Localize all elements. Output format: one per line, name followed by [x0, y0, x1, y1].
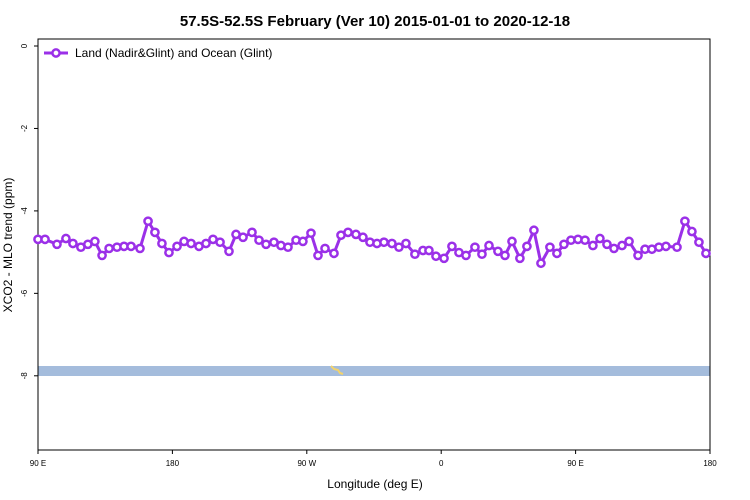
data-point — [164, 247, 174, 258]
data-point — [40, 234, 50, 245]
data-point — [379, 237, 389, 248]
data-point — [559, 239, 569, 250]
data-point — [431, 251, 441, 262]
data-point — [500, 250, 510, 261]
x-tick-label: 180 — [703, 459, 717, 468]
data-point — [680, 216, 690, 227]
data-point — [701, 248, 711, 259]
legend-label: Land (Nadir&Glint) and Ocean (Glint) — [75, 46, 272, 60]
map-strip — [38, 366, 710, 376]
data-point — [672, 242, 682, 253]
y-tick-label: -8 — [20, 372, 29, 380]
y-tick-label: 0 — [20, 43, 29, 48]
data-point — [507, 236, 517, 247]
y-tick-label: -2 — [20, 124, 29, 132]
data-point — [261, 239, 271, 250]
data-point — [68, 238, 78, 249]
plot-frame — [37, 38, 711, 451]
data-point — [306, 228, 316, 239]
data-point — [298, 236, 308, 247]
data-point — [135, 243, 145, 254]
data-point — [61, 233, 71, 244]
legend-marker — [51, 48, 61, 58]
data-point — [447, 241, 457, 252]
data-point — [470, 242, 480, 253]
data-point — [90, 236, 100, 247]
land-speck — [330, 365, 344, 375]
data-point — [602, 239, 612, 250]
x-axis-label: Longitude (deg E) — [327, 477, 422, 491]
data-point — [97, 250, 107, 261]
data-point — [694, 237, 704, 248]
data-point — [201, 238, 211, 249]
data-point — [247, 227, 257, 238]
data-point — [150, 227, 160, 238]
data-point — [401, 238, 411, 249]
x-tick-label: 180 — [166, 459, 180, 468]
data-point — [595, 233, 605, 244]
x-tick-label: 90 E — [567, 459, 583, 468]
data-point — [484, 240, 494, 251]
x-tick-label: 90 E — [30, 459, 46, 468]
data-point — [633, 250, 643, 261]
data-point — [536, 258, 546, 269]
data-point — [515, 253, 525, 264]
data-point — [283, 242, 293, 253]
data-point — [477, 249, 487, 260]
data-point — [358, 232, 368, 243]
data-point — [687, 226, 697, 237]
x-tick-label: 90 W — [297, 459, 316, 468]
data-point — [588, 240, 598, 251]
data-point — [126, 241, 136, 252]
data-point — [624, 236, 634, 247]
data-point — [545, 242, 555, 253]
data-point — [186, 238, 196, 249]
data-point — [387, 238, 397, 249]
y-tick-label: -6 — [20, 289, 29, 297]
data-point — [238, 232, 248, 243]
data-point — [394, 242, 404, 253]
y-axis-label: XCO2 - MLO trend (ppm) — [1, 178, 15, 313]
data-point — [617, 240, 627, 251]
data-point — [609, 243, 619, 254]
y-tick-label: -4 — [20, 207, 29, 215]
data-point — [493, 246, 503, 257]
data-point — [313, 250, 323, 261]
data-point — [461, 250, 471, 261]
data-point — [52, 239, 62, 250]
data-point — [410, 249, 420, 260]
chart-title: 57.5S-52.5S February (Ver 10) 2015-01-01… — [180, 13, 570, 30]
data-point — [580, 235, 590, 246]
data-point — [143, 216, 153, 227]
data-point — [661, 241, 671, 252]
x-tick-label: 0 — [439, 459, 444, 468]
data-point — [552, 248, 562, 259]
data-point — [157, 238, 167, 249]
data-point — [522, 241, 532, 252]
data-point — [215, 237, 225, 248]
data-point — [320, 243, 330, 254]
data-point — [172, 241, 182, 252]
data-point — [424, 245, 434, 256]
data-point — [343, 227, 353, 238]
data-point — [254, 235, 264, 246]
data-point — [529, 225, 539, 236]
data-point — [104, 243, 114, 254]
data-point — [224, 246, 234, 257]
data-point — [439, 253, 449, 264]
data-point — [329, 248, 339, 259]
